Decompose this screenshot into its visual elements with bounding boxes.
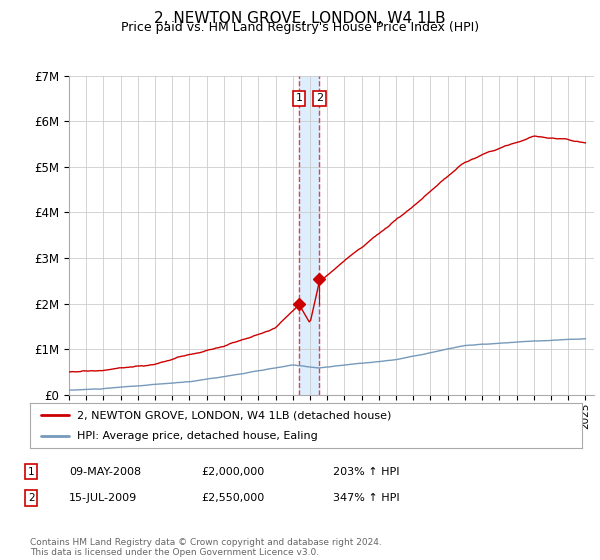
Text: 09-MAY-2008: 09-MAY-2008 [69,466,141,477]
Bar [299,76,319,395]
Text: 2, NEWTON GROVE, LONDON, W4 1LB (detached house): 2, NEWTON GROVE, LONDON, W4 1LB (detache… [77,410,391,421]
Text: Contains HM Land Registry data © Crown copyright and database right 2024.
This d: Contains HM Land Registry data © Crown c… [30,538,382,557]
Text: 2: 2 [316,94,323,104]
Text: 347% ↑ HPI: 347% ↑ HPI [333,493,400,503]
Text: 2: 2 [28,493,35,503]
Text: 1: 1 [28,466,35,477]
Text: £2,000,000: £2,000,000 [201,466,264,477]
Text: 1: 1 [295,94,302,104]
Text: £2,550,000: £2,550,000 [201,493,264,503]
Text: 2, NEWTON GROVE, LONDON, W4 1LB: 2, NEWTON GROVE, LONDON, W4 1LB [154,11,446,26]
Text: Price paid vs. HM Land Registry's House Price Index (HPI): Price paid vs. HM Land Registry's House … [121,21,479,34]
Text: 203% ↑ HPI: 203% ↑ HPI [333,466,400,477]
Text: 15-JUL-2009: 15-JUL-2009 [69,493,137,503]
Text: HPI: Average price, detached house, Ealing: HPI: Average price, detached house, Eali… [77,431,317,441]
